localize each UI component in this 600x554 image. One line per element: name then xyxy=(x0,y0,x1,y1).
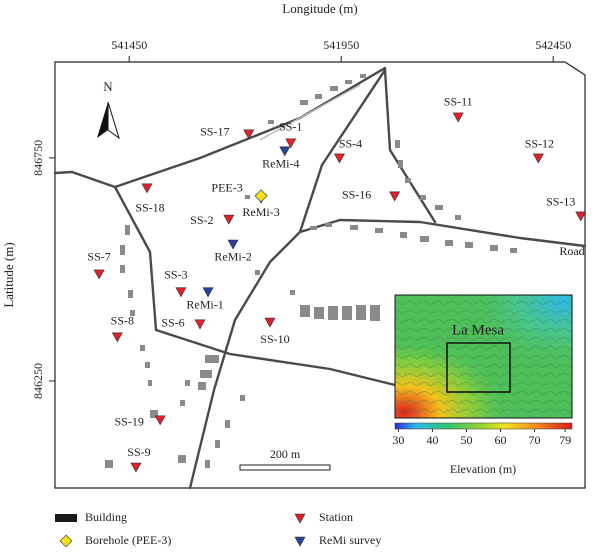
point-label: SS-17 xyxy=(200,125,229,139)
point-marker xyxy=(175,287,187,298)
colorbar-tick-label: 70 xyxy=(529,433,541,447)
annotation: Road xyxy=(559,244,584,258)
point-marker xyxy=(93,269,105,280)
point-marker xyxy=(227,239,239,250)
point-label: ReMi-4 xyxy=(262,157,299,171)
colorbar-tick-label: 60 xyxy=(495,433,507,447)
legend-marker xyxy=(59,534,73,548)
colorbar-tick-label: 79 xyxy=(559,433,571,447)
point-marker xyxy=(389,191,401,202)
annotation: N xyxy=(103,79,113,94)
x-tick-label: 541450 xyxy=(111,38,147,52)
legend-label: Borehole (PEE-3) xyxy=(85,533,171,547)
point-marker xyxy=(154,415,166,426)
inset xyxy=(394,294,573,430)
point-marker xyxy=(130,462,142,473)
colorbar-label: Elevation (m) xyxy=(450,462,516,476)
point-marker xyxy=(532,153,544,164)
point-label: SS-16 xyxy=(342,188,371,202)
point-label: ReMi-2 xyxy=(214,250,251,264)
point-marker xyxy=(264,317,276,328)
point-marker xyxy=(285,138,297,149)
scale-bar xyxy=(239,464,331,471)
roads xyxy=(53,66,587,490)
x-axis-label: Longitude (m) xyxy=(282,1,357,16)
point-label: SS-11 xyxy=(444,95,473,109)
y-axis-label: Latitude (m) xyxy=(1,242,16,307)
point-marker xyxy=(194,319,206,330)
inset-label: La Mesa xyxy=(452,322,504,338)
point-marker xyxy=(254,189,268,203)
point-marker xyxy=(243,129,255,140)
point-marker xyxy=(111,332,123,343)
point-marker xyxy=(333,153,346,164)
legend-label: Building xyxy=(85,510,127,524)
point-label: SS-19 xyxy=(114,415,143,429)
point-label: PEE-3 xyxy=(211,181,242,195)
x-tick-label: 542450 xyxy=(535,38,571,52)
point-label: SS-4 xyxy=(339,137,362,151)
point-label: SS-9 xyxy=(127,445,150,459)
legend-marker xyxy=(294,513,306,524)
legend-swatch xyxy=(55,514,77,522)
legend-label: Station xyxy=(319,510,353,524)
buildings xyxy=(105,74,517,468)
point-label: ReMi-3 xyxy=(242,205,279,219)
point-marker xyxy=(575,211,587,222)
point-label: SS-10 xyxy=(260,332,289,346)
point-label: SS-8 xyxy=(111,314,134,328)
colorbar-tick-label: 50 xyxy=(460,433,472,447)
north-arrow xyxy=(97,101,120,140)
point-label: SS-7 xyxy=(87,250,110,264)
point-marker xyxy=(452,112,464,123)
point-label: SS-3 xyxy=(164,267,187,281)
annotation: 200 m xyxy=(270,447,301,461)
point-marker xyxy=(223,214,235,225)
point-marker xyxy=(141,183,153,194)
colorbar-tick-label: 30 xyxy=(392,433,404,447)
x-tick-label: 541950 xyxy=(323,38,359,52)
point-label: SS-12 xyxy=(525,137,554,151)
legend-marker xyxy=(294,536,306,547)
point-marker xyxy=(202,287,214,298)
point-marker xyxy=(279,146,291,157)
y-tick-label: 846250 xyxy=(31,363,45,399)
point-label: SS-18 xyxy=(135,201,164,215)
y-tick-label: 846750 xyxy=(31,140,45,176)
colorbar-tick-label: 40 xyxy=(426,433,438,447)
legend-label: ReMi survey xyxy=(319,533,381,547)
point-label: SS-13 xyxy=(546,195,575,209)
point-label: ReMi-1 xyxy=(186,297,223,311)
point-label: SS-1 xyxy=(279,119,302,133)
point-label: SS-2 xyxy=(190,213,213,227)
point-label: SS-6 xyxy=(161,316,184,330)
